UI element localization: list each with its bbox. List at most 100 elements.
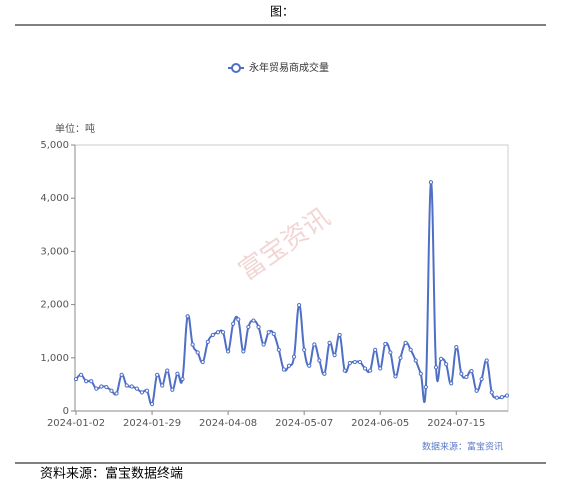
point (139, 390, 145, 395)
point (383, 341, 388, 347)
point (190, 342, 195, 347)
point (342, 368, 347, 373)
point (423, 384, 428, 390)
point (352, 359, 357, 365)
point (398, 355, 403, 360)
point (109, 388, 114, 393)
y-tick-label: 5,000 (40, 140, 69, 151)
point (489, 390, 494, 395)
point (332, 353, 337, 358)
point (276, 347, 281, 352)
y-tick-label: 3,000 (40, 246, 69, 257)
point (266, 330, 271, 335)
point (99, 384, 104, 389)
point (114, 391, 119, 396)
point (89, 379, 94, 384)
point (357, 359, 363, 365)
point (215, 330, 221, 335)
point (403, 340, 408, 346)
x-tick-label: 2024-01-29 (123, 418, 181, 429)
point (388, 350, 393, 355)
point (479, 376, 484, 382)
point (144, 388, 150, 393)
x-tick-label: 2024-04-08 (199, 418, 257, 429)
point (129, 384, 134, 389)
point (180, 376, 185, 382)
point (170, 387, 175, 392)
plot-frame (74, 144, 509, 412)
point (499, 395, 505, 400)
point (378, 366, 383, 371)
point (433, 365, 439, 370)
point (327, 340, 332, 346)
point (504, 393, 510, 398)
point (84, 379, 89, 384)
legend-marker (231, 63, 241, 73)
watermark: 富宝资讯 (234, 202, 336, 286)
y-tick-label: 0 (63, 406, 69, 417)
unit-label: 单位：吨 (55, 122, 95, 135)
x-tick-label: 2024-06-05 (351, 418, 409, 429)
point (362, 366, 368, 371)
point (78, 372, 84, 377)
point (454, 345, 459, 350)
point (438, 356, 444, 361)
point (291, 354, 297, 359)
footer: 资料来源：富宝数据终端 (40, 466, 183, 482)
point (251, 318, 256, 323)
point (347, 361, 352, 366)
point (73, 376, 79, 382)
point (281, 367, 286, 372)
point (367, 368, 373, 373)
point (307, 363, 312, 368)
series-line (75, 181, 508, 406)
point (474, 388, 479, 393)
y-tick-label: 1,000 (40, 353, 69, 364)
point (231, 321, 236, 326)
point (246, 324, 251, 330)
y-tick-label: 4,000 (40, 193, 69, 204)
point (256, 324, 261, 330)
point (418, 371, 423, 376)
x-tick-label: 2024-07-15 (427, 418, 485, 429)
point (317, 358, 322, 363)
point (373, 347, 378, 352)
point (312, 342, 317, 347)
point (297, 303, 302, 308)
y-tick-label: 2,000 (40, 300, 69, 311)
point (271, 331, 276, 336)
legend-label: 永年贸易商成交量 (249, 61, 329, 74)
point (226, 349, 231, 354)
point (165, 368, 170, 373)
point (134, 386, 139, 391)
point (494, 395, 499, 400)
point (408, 347, 413, 352)
point (261, 342, 266, 347)
point (469, 369, 474, 374)
point (160, 383, 165, 388)
point (119, 372, 124, 377)
point (413, 358, 418, 363)
x-tick-label: 2024-05-07 (275, 418, 333, 429)
point (195, 350, 200, 355)
point (286, 363, 292, 368)
point (175, 371, 180, 376)
point (302, 347, 307, 352)
point (428, 180, 434, 185)
point (449, 381, 454, 386)
point (459, 371, 464, 376)
point (155, 372, 160, 377)
point (205, 339, 210, 344)
point (220, 330, 226, 335)
point (484, 358, 489, 363)
point (464, 374, 469, 380)
point (210, 332, 216, 338)
point (149, 401, 155, 407)
source-note: 数据来源：富宝资讯 (422, 441, 503, 453)
point (94, 386, 99, 391)
point (444, 362, 449, 367)
point (241, 349, 246, 354)
point (200, 359, 205, 365)
